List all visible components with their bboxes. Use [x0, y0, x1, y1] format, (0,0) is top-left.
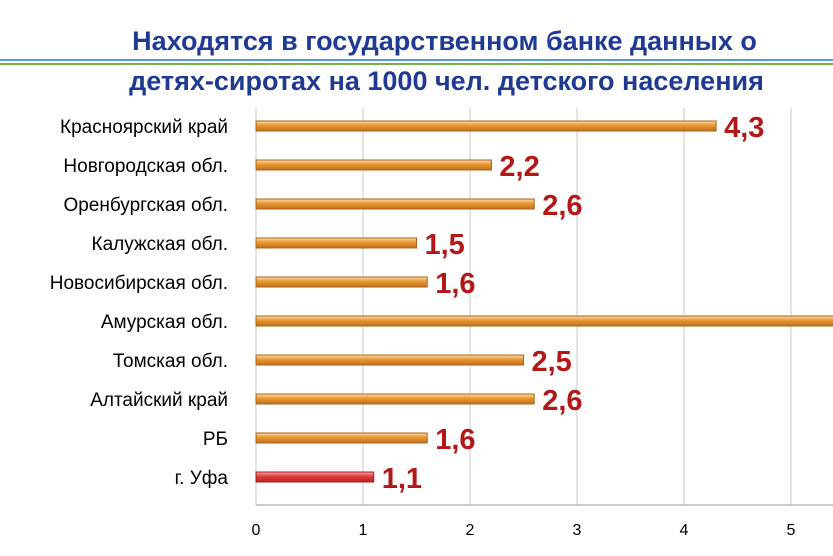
bar-1	[255, 159, 492, 171]
bar-3	[255, 237, 417, 249]
value-label: 2,2	[499, 151, 539, 183]
title-rule-blue	[0, 59, 833, 61]
bar-9	[255, 471, 375, 483]
value-label: 1,1	[382, 463, 422, 495]
x-tick-label: 1	[359, 522, 368, 539]
value-label: 2,6	[542, 385, 582, 417]
chart-title-line-1: Находятся в государственном банке данных…	[132, 26, 757, 56]
bars	[255, 120, 833, 483]
value-label: 2,6	[542, 190, 582, 222]
value-label: 1,6	[435, 268, 475, 300]
labels: 0 1 2 3 4 5 Красноярский край 4,3 Новгородская о…	[50, 112, 796, 539]
x-tick-label: 3	[573, 522, 582, 539]
bar-7	[255, 393, 535, 405]
x-tick-label: 5	[787, 522, 796, 539]
value-label: 2,5	[532, 346, 572, 378]
bar-0	[255, 120, 717, 132]
category-label: Калужская обл.	[92, 234, 228, 255]
category-label: Оренбургская обл.	[63, 195, 228, 216]
category-label: РБ	[203, 429, 228, 450]
bar-8	[255, 432, 428, 444]
bar-6	[255, 354, 524, 366]
category-label: г. Уфа	[175, 468, 229, 489]
title-rule-green	[0, 63, 833, 65]
x-tick-label: 4	[680, 522, 689, 539]
bar-4	[255, 276, 428, 288]
x-tick-label: 2	[466, 522, 475, 539]
category-label: Томская обл.	[113, 351, 228, 372]
category-label: Красноярский край	[60, 117, 228, 138]
category-label: Амурская обл.	[101, 312, 228, 333]
x-tick-label: 0	[252, 522, 261, 539]
bar-2	[255, 198, 535, 210]
category-label: Новгородская обл.	[63, 156, 228, 177]
category-label: Алтайский край	[90, 390, 228, 411]
value-label: 4,3	[724, 112, 764, 144]
bar-5	[255, 315, 833, 327]
value-label: 1,6	[435, 424, 475, 456]
value-label: 1,5	[425, 229, 465, 261]
category-label: Новосибирская обл.	[50, 273, 228, 294]
chart-title-line-2: детях-сиротах на 1000 чел. детского насе…	[129, 66, 764, 96]
